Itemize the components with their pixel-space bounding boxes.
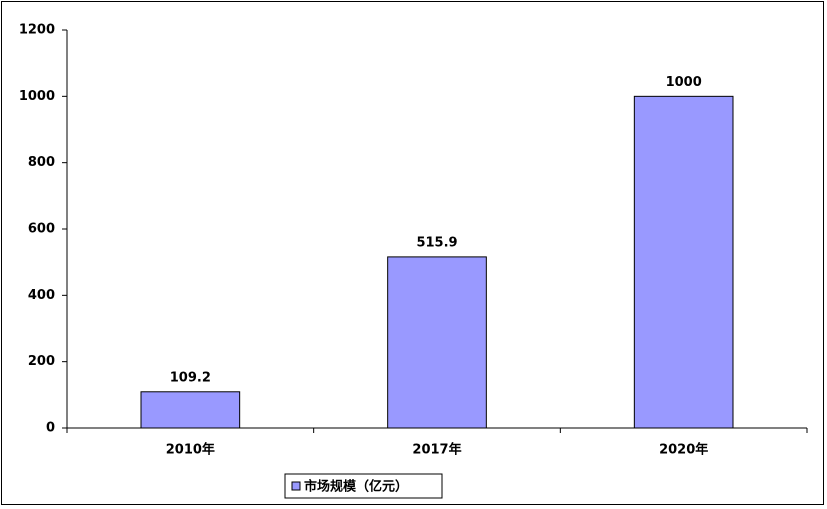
- x-tick-label: 2017年: [412, 442, 461, 458]
- bar: [140, 391, 241, 429]
- legend-box: [284, 473, 443, 499]
- y-tick-label: 1200: [19, 23, 55, 38]
- bar: [633, 95, 734, 429]
- x-tick-label: 2010年: [166, 442, 215, 458]
- y-tick-label: 600: [28, 222, 55, 237]
- y-tick-label: 1000: [19, 89, 55, 104]
- y-tick-label: 400: [28, 288, 55, 303]
- legend-label: 市场规模（亿元）: [304, 479, 408, 495]
- x-tick-label: 2020年: [659, 442, 708, 458]
- data-label: 1000: [666, 75, 702, 90]
- data-label: 515.9: [416, 235, 457, 250]
- y-tick-label: 0: [46, 421, 55, 436]
- bar: [387, 256, 487, 429]
- legend-swatch: [291, 481, 301, 491]
- y-tick-label: 800: [28, 155, 55, 170]
- y-tick-label: 200: [28, 354, 55, 369]
- data-label: 109.2: [170, 370, 211, 385]
